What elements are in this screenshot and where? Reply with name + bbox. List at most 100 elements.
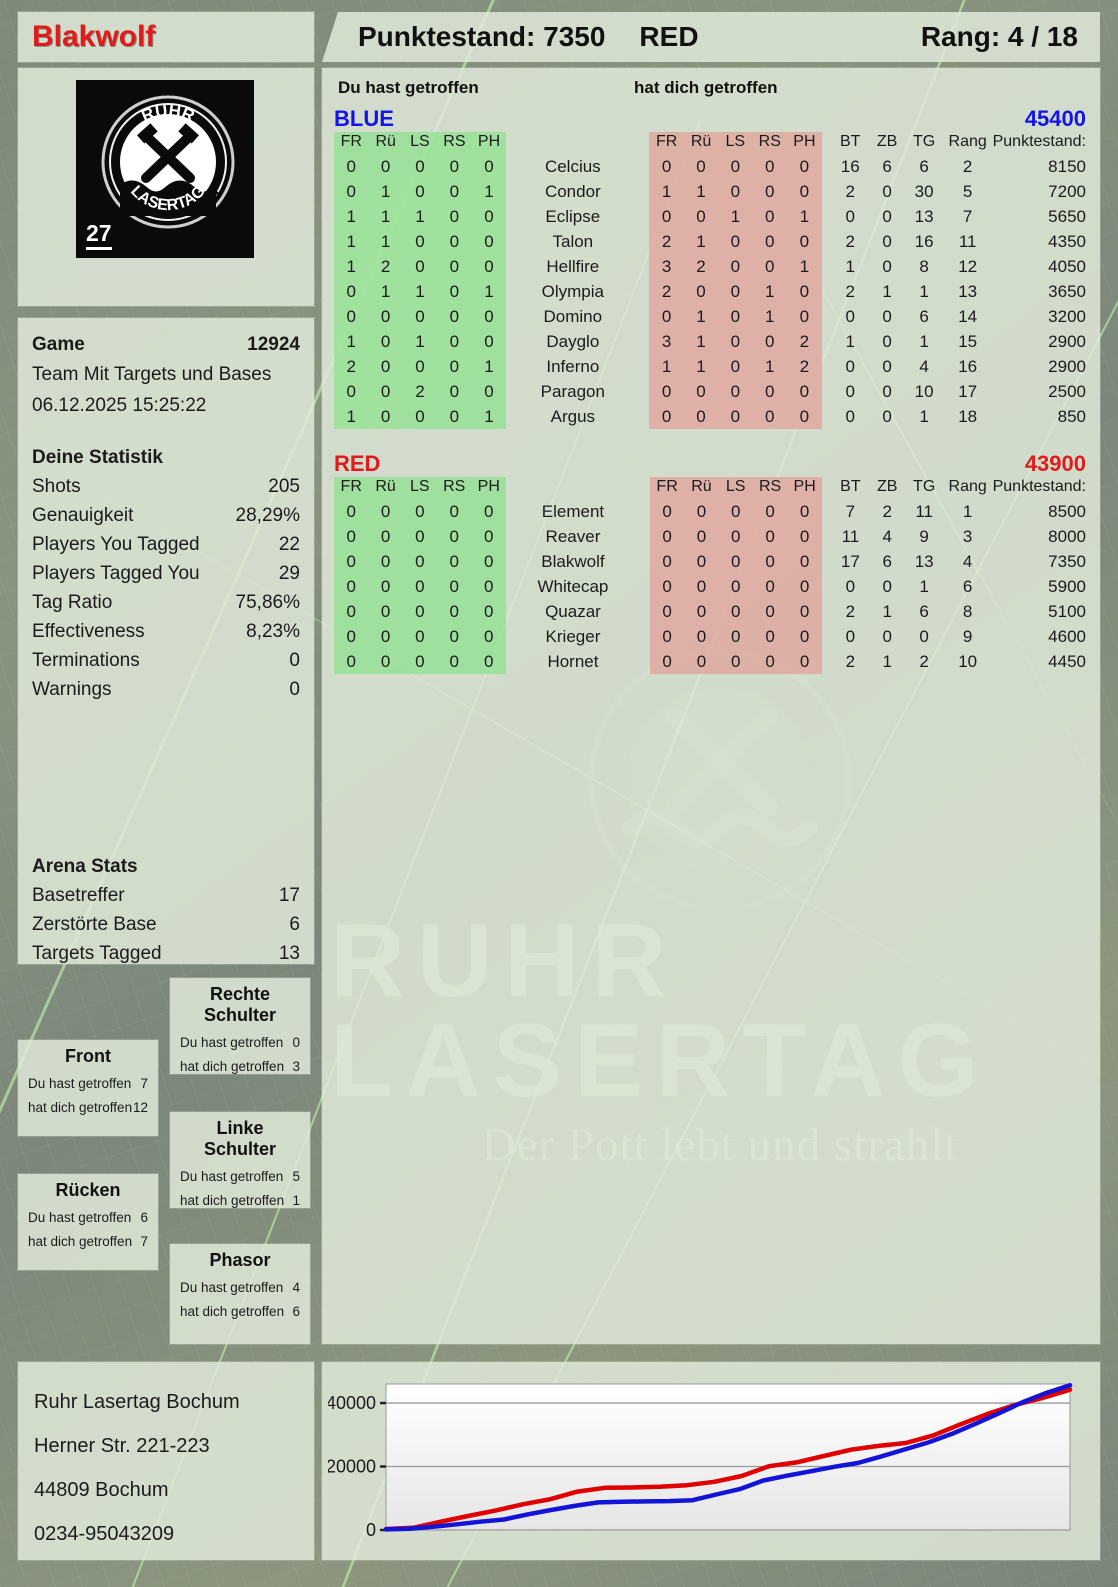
cell-zb: 2 [882,501,892,521]
cell-tg: 16 [914,231,934,251]
cell-them: 0 [683,204,719,229]
cell-you: 0 [368,524,403,549]
cell-them: 0 [684,574,719,599]
personal-stat-value: 28,29% [235,505,300,526]
cell-bt: 0 [845,306,855,326]
cell-them: 0 [752,329,788,354]
cell-you: 0 [471,329,507,354]
cell-bt: 2 [845,601,856,621]
cell-them: 2 [649,279,684,304]
cell-them: 1 [649,354,684,379]
col-head-you-FR: FR [334,132,369,154]
cell-them: 0 [683,279,719,304]
cell-you: 1 [334,204,369,229]
cell-bt: 2 [845,651,856,671]
cell-gap [639,304,649,329]
col-head-name [506,477,640,499]
hitbox-them-label: hat dich getroffen [28,1100,133,1115]
col-gap [640,477,650,499]
cell-them: 0 [718,549,753,574]
hitbox-them-value: 1 [292,1193,300,1208]
cell-gap [822,254,832,279]
cell-you: 0 [471,549,507,574]
cell-you: 0 [402,179,438,204]
cell-them: 0 [752,229,788,254]
cell-you: 0 [471,229,507,254]
cell-tg: 6 [919,601,929,621]
cell-them: 0 [752,574,788,599]
cell-them: 0 [684,649,719,674]
hitbox-you-label: Du hast getroffen [180,1035,284,1050]
team-spacer [334,429,1086,439]
cell-you: 2 [402,379,438,404]
table-row: 0 0 0 0 0 Element 0 0 0 0 0 7 2 11 1 8500 [334,499,1086,524]
cell-zb: 0 [882,356,892,376]
cell-you: 0 [402,229,438,254]
address-lines: Ruhr Lasertag Bochum Herner Str. 221-223 4… [34,1380,298,1556]
cell-them: 0 [718,304,753,329]
cell-you: 1 [334,404,369,429]
cell-you: 0 [471,379,507,404]
cell-gap [640,649,650,674]
score-progression-chart: 0 20000 40000 [326,1376,1088,1550]
cell-points: 5100 [1048,601,1086,621]
cell-rang: 5 [962,181,973,201]
cell-gap [822,304,832,329]
cell-rang: 4 [962,551,973,571]
cell-you: 0 [368,379,403,404]
personal-stat-value: 8,23% [246,621,300,642]
col-head-you-RS: RS [436,477,472,499]
cell-you: 0 [471,624,507,649]
personal-stats-list: Shots 205 Genauigkeit 28,29% Players You Tag… [32,472,300,704]
cell-you: 0 [402,154,438,179]
cell-gap [640,549,650,574]
cell-them: 0 [683,404,719,429]
col-head-ZB: ZB [876,478,898,495]
chart-ytick-label: 40000 [328,1393,376,1413]
game-id: 12924 [247,334,300,355]
cell-you: 0 [334,379,369,404]
cell-player-name: Celcius [544,156,601,176]
cell-gap [639,254,649,279]
cell-them: 0 [787,624,822,649]
cell-player-name: Whitecap [537,576,609,596]
cell-you: 0 [437,329,472,354]
col-head-you-FR: FR [334,477,369,499]
cell-tg: 4 [919,356,929,376]
col-head-BT: BT [840,478,861,495]
cell-you: 0 [402,649,437,674]
cell-them: 0 [718,524,753,549]
personal-stat-value: 22 [278,534,300,555]
cell-them: 0 [649,204,684,229]
cell-zb: 0 [882,576,892,596]
cell-them: 1 [683,304,719,329]
you-tagged-header: Du hast getroffen [338,78,479,97]
cell-you: 1 [402,204,438,229]
address-line: Herner Str. 221-223 [34,1435,210,1457]
cell-them: 2 [787,329,822,354]
cell-rang: 1 [962,501,973,521]
personal-stat-label: Terminations [32,650,140,671]
cell-you: 0 [471,574,507,599]
cell-tg: 1 [919,406,929,426]
cell-player-name: Element [541,501,605,521]
cell-zb: 0 [882,181,892,201]
cell-player-name: Quazar [545,601,601,621]
cell-them: 0 [718,254,753,279]
cell-you: 0 [471,649,507,674]
cell-rang: 9 [962,626,973,646]
ruhr-lasertag-logo-icon: RUHR LASERTAG [76,80,254,258]
player-team: RED [639,21,699,52]
cell-gap [822,624,832,649]
personal-stat-value: 75,86% [235,592,300,613]
cell-you: 0 [471,304,507,329]
player-rank: Rang: 4 / 18 [920,21,1078,52]
cell-tg: 2 [919,651,929,671]
cell-tg: 1 [919,576,929,596]
cell-gap [640,524,650,549]
hitbox-them-value: 12 [132,1100,148,1115]
cell-them: 1 [683,179,719,204]
personal-stat-label: Players Tagged You [32,563,200,584]
cell-you: 0 [437,229,472,254]
personal-stat-row: Terminations 0 [32,646,300,675]
